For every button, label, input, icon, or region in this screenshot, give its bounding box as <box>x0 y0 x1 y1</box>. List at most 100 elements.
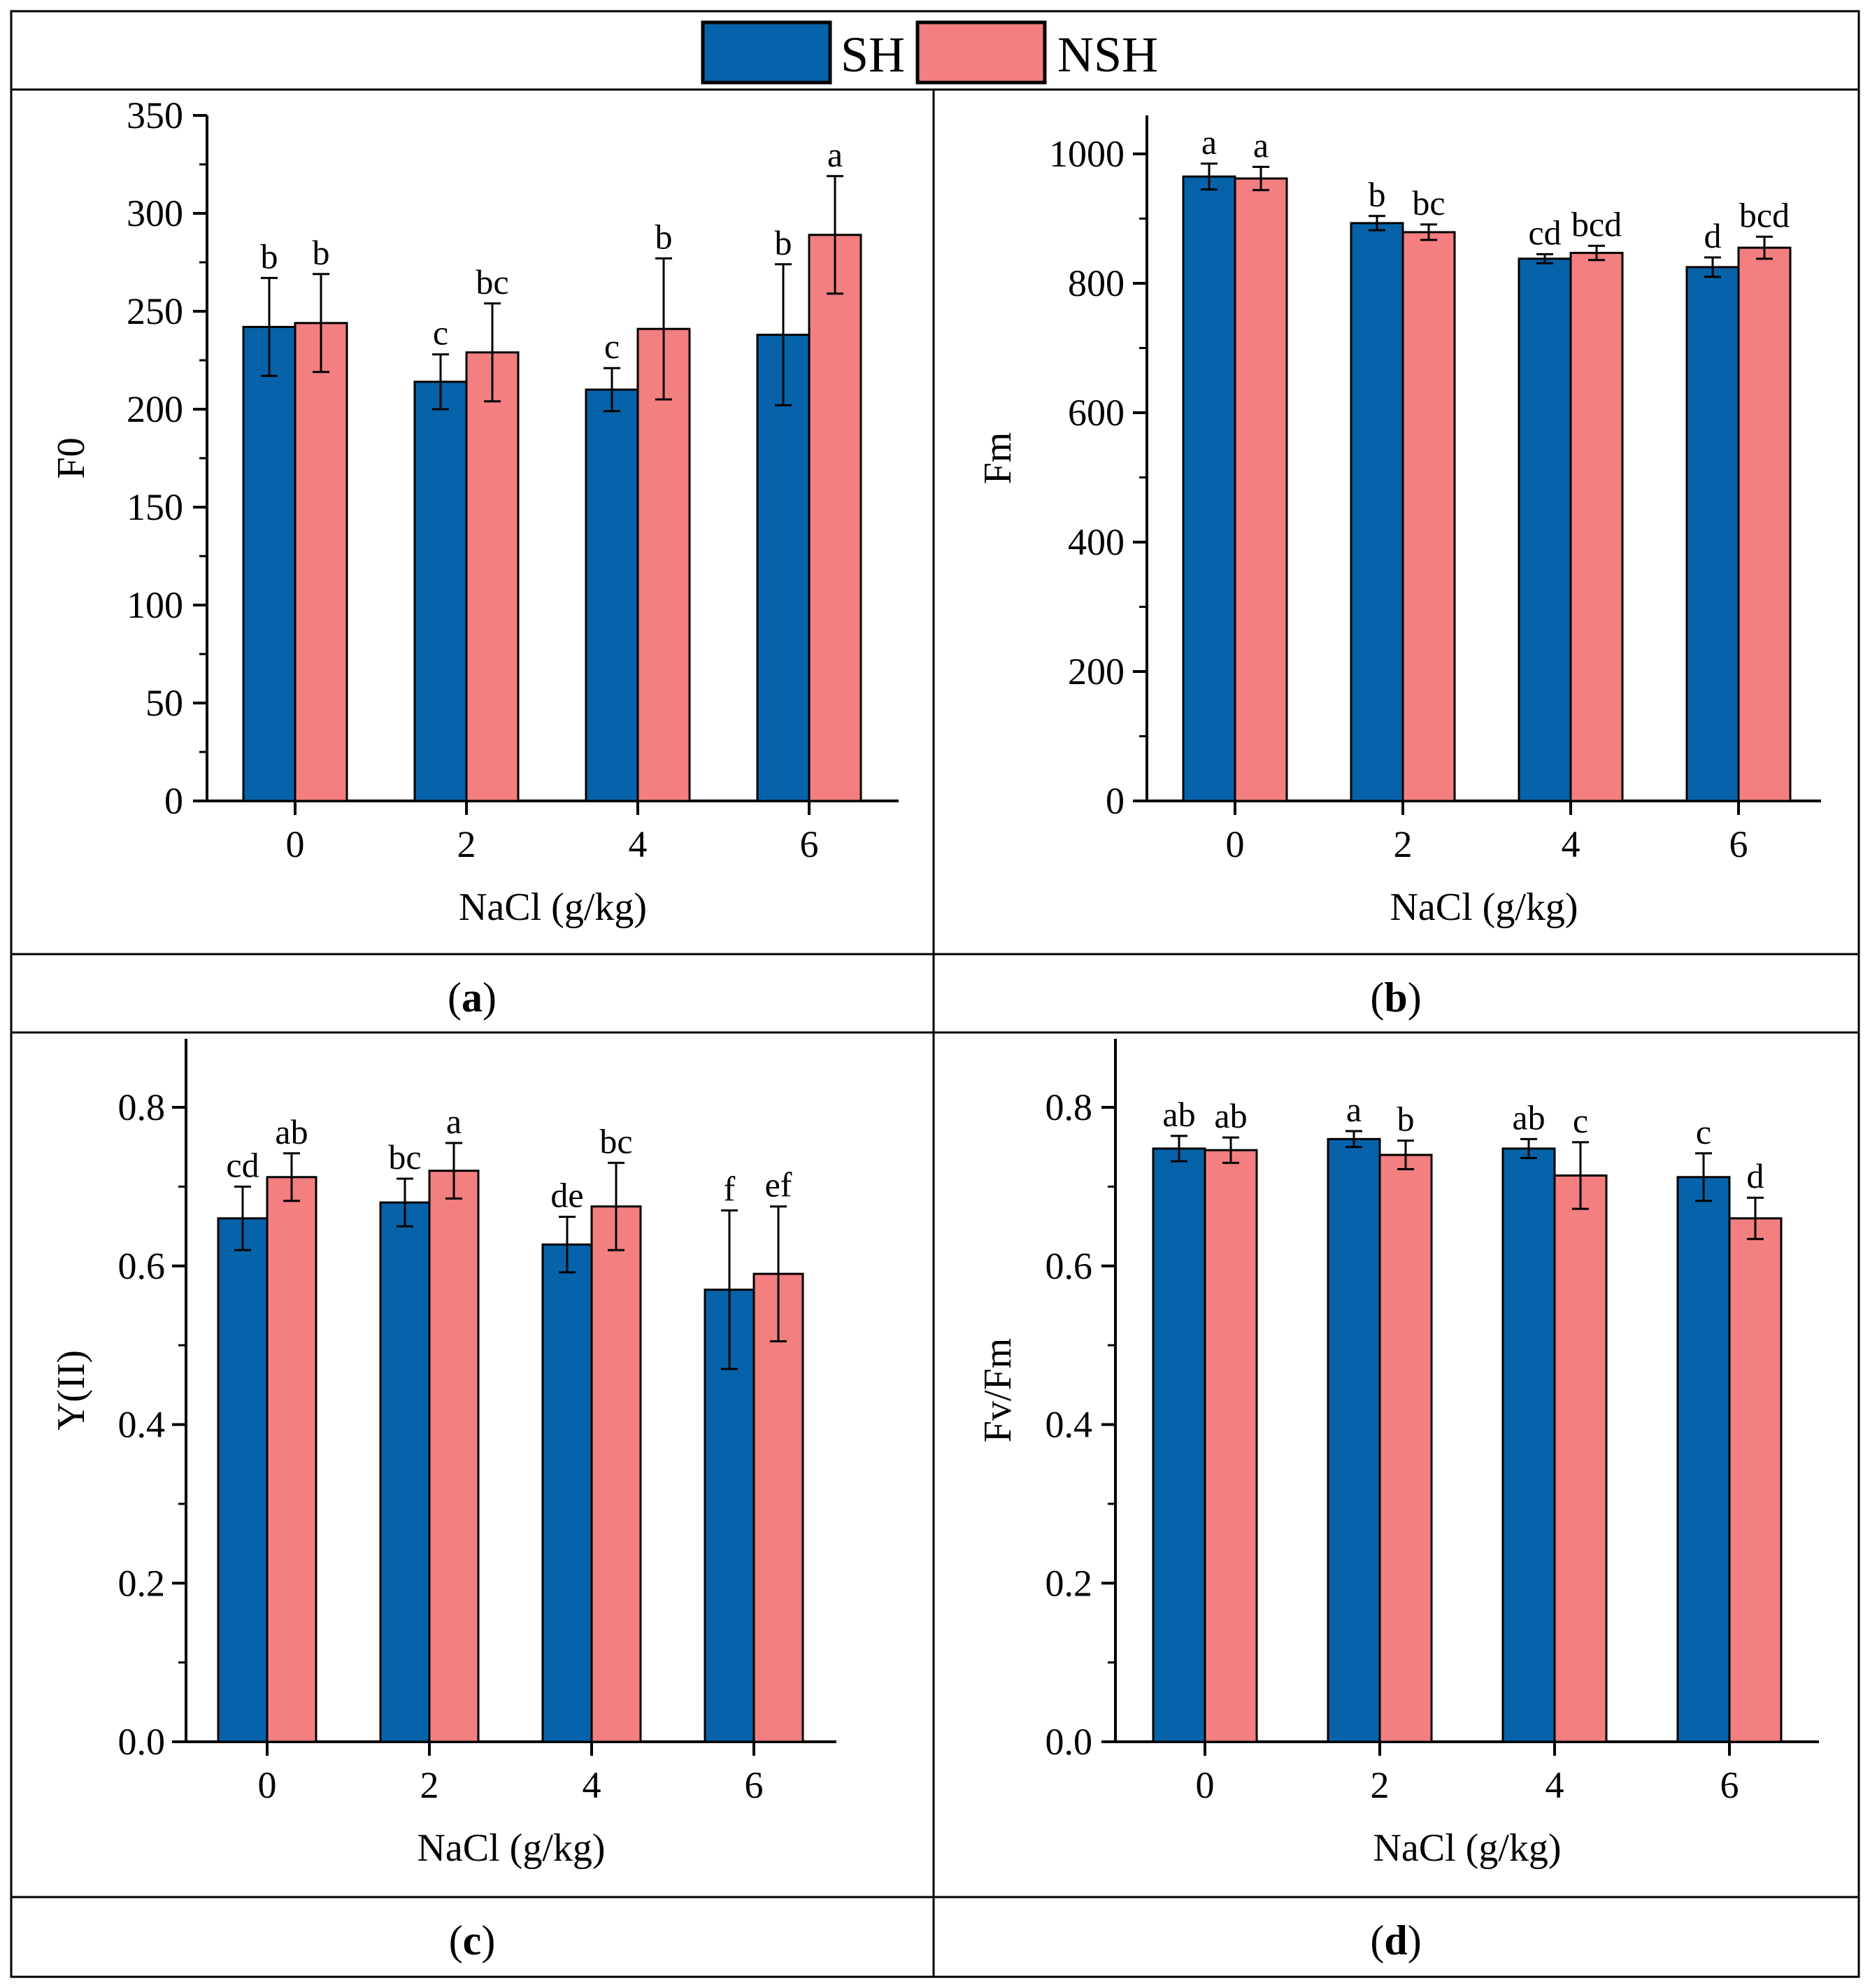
significance-label: ab <box>275 1112 308 1151</box>
legend-label-nsh: NSH <box>1057 27 1158 83</box>
significance-label: f <box>724 1169 736 1208</box>
bar-nsh <box>590 1205 642 1743</box>
bar-sh <box>541 1243 593 1743</box>
bar-sh <box>1182 175 1236 802</box>
y-tick-label: 350 <box>127 94 183 136</box>
bar-nsh <box>1234 177 1288 802</box>
y-tick-label: 0 <box>164 780 183 822</box>
x-tick-label: 0 <box>1226 823 1245 865</box>
bar-sh <box>756 334 811 802</box>
bar-nsh <box>1569 252 1624 802</box>
significance-label: d <box>1747 1156 1764 1195</box>
y-tick-label: 0.6 <box>1045 1245 1093 1287</box>
bar-nsh <box>808 234 862 802</box>
panel-caption-d-letter: d <box>1384 1917 1407 1964</box>
panel-caption-a: (a) <box>448 974 497 1021</box>
x-tick-label: 4 <box>583 1764 601 1806</box>
x-tick-label: 0 <box>286 823 305 865</box>
significance-label: b <box>261 236 278 276</box>
panel-caption-b-letter: b <box>1384 974 1407 1021</box>
y-tick-label: 0.2 <box>118 1562 166 1604</box>
bar-sh <box>1685 266 1740 802</box>
y-tick-label: 400 <box>1068 521 1125 563</box>
significance-label: b <box>655 217 673 256</box>
bar-sh <box>217 1217 269 1743</box>
significance-label: b <box>1397 1100 1415 1139</box>
significance-label: a <box>1253 126 1269 165</box>
y-tick-label: 200 <box>1068 651 1125 693</box>
y-axis-title: Y(II) <box>50 1350 93 1430</box>
significance-label: a <box>827 135 843 174</box>
figure-grid <box>10 10 1860 1978</box>
x-tick-label: 6 <box>1720 1764 1739 1806</box>
y-tick-label: 0.6 <box>118 1245 166 1287</box>
significance-label: bcd <box>1571 204 1622 243</box>
y-tick-label: 0.0 <box>1045 1721 1093 1763</box>
significance-label: a <box>446 1102 462 1141</box>
significance-label: c <box>1573 1101 1588 1140</box>
legend: SH NSH <box>701 20 1158 85</box>
significance-label: bc <box>388 1137 421 1177</box>
significance-label: bcd <box>1739 195 1790 234</box>
bar-nsh <box>1553 1174 1608 1743</box>
y-tick-label: 0.0 <box>118 1721 166 1763</box>
significance-label: d <box>1704 216 1722 255</box>
panel-b: 0 200 400 600 800 1000 Fm NaCl (g/kg) 0 a a 2 b bc 4 cd… <box>976 115 1821 929</box>
x-tick-label: 0 <box>258 1764 277 1806</box>
y-tick-label: 200 <box>127 388 183 430</box>
panel-c: 0.00.20.40.60.8Y(II)NaCl (g/kg)0cdab2bca… <box>50 1039 836 1870</box>
y-tick-label: 0.2 <box>1045 1562 1093 1604</box>
significance-label: ef <box>765 1165 792 1205</box>
panel-caption-d: (d) <box>1370 1917 1421 1964</box>
y-tick-label: 0.4 <box>1045 1404 1093 1446</box>
x-tick-label: 4 <box>629 823 648 865</box>
bar-sh <box>1676 1176 1731 1743</box>
bar-nsh <box>266 1176 317 1743</box>
x-tick-label: 2 <box>420 1764 439 1806</box>
y-tick-label: 0.8 <box>1045 1086 1093 1128</box>
bar-sh <box>585 388 639 802</box>
outer-border <box>10 10 1860 1978</box>
bar-nsh <box>1378 1153 1433 1743</box>
y-tick-label: 0.8 <box>118 1086 166 1128</box>
significance-label: ab <box>1162 1095 1195 1134</box>
y-tick-label: 600 <box>1068 392 1125 434</box>
significance-label: ab <box>1214 1096 1247 1135</box>
y-tick-label: 0 <box>1106 780 1125 822</box>
bar-sh <box>1350 222 1404 802</box>
bar-sh <box>379 1201 431 1743</box>
x-tick-label: 6 <box>1729 823 1748 865</box>
y-tick-label: 100 <box>127 584 183 626</box>
significance-label: b <box>775 223 792 262</box>
significance-label: bc <box>1412 183 1445 222</box>
significance-label: b <box>313 233 330 272</box>
panel-caption-c: (c) <box>449 1917 496 1964</box>
x-tick-label: 0 <box>1196 1764 1215 1806</box>
significance-label: a <box>1346 1090 1362 1129</box>
x-axis-title: NaCl (g/kg) <box>459 886 647 929</box>
x-axis-title: NaCl (g/kg) <box>417 1826 605 1870</box>
legend-swatch-nsh <box>915 20 1047 85</box>
bar-nsh <box>1204 1149 1258 1743</box>
y-axis-title: F0 <box>50 437 93 478</box>
bar-sh <box>1518 257 1572 802</box>
bar-nsh <box>465 351 520 802</box>
bar-sh <box>242 325 297 802</box>
y-tick-label: 250 <box>127 290 183 332</box>
significance-label: c <box>604 327 620 366</box>
panel-caption-a-letter: a <box>462 974 483 1021</box>
x-tick-label: 2 <box>1371 1764 1390 1806</box>
significance-label: c <box>433 313 448 353</box>
significance-label: cd <box>226 1145 259 1184</box>
bar-nsh <box>752 1272 804 1743</box>
bar-nsh <box>1737 246 1792 802</box>
y-axis-title: Fv/Fm <box>976 1338 1020 1442</box>
significance-label: bc <box>476 262 508 301</box>
significance-label: b <box>1369 175 1386 214</box>
panel-caption-b: (b) <box>1370 974 1421 1021</box>
x-tick-label: 2 <box>1394 823 1413 865</box>
bar-nsh <box>428 1170 480 1743</box>
